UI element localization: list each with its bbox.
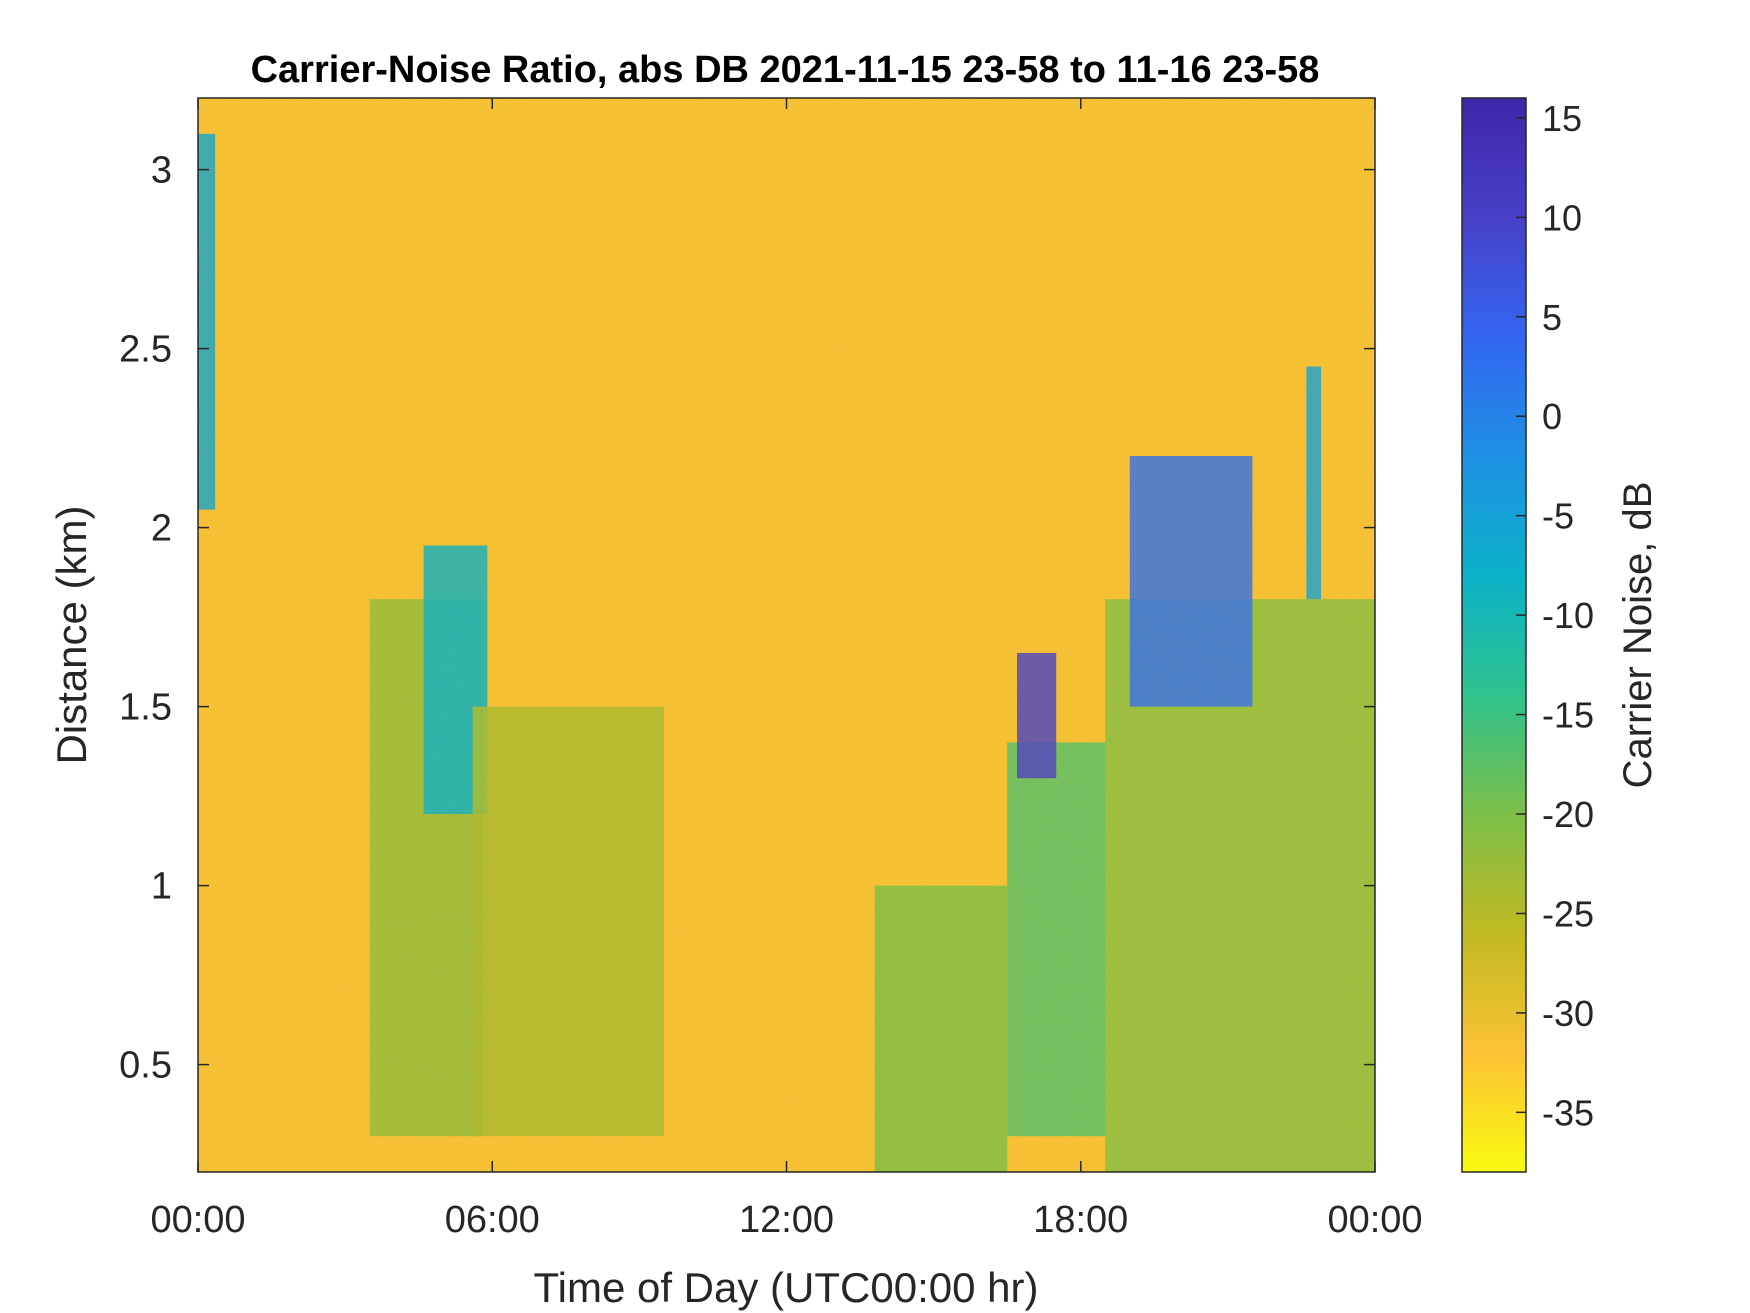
y-axis: 0.5 1 1.5 2 2.5 3 [119, 150, 1375, 1087]
y-tick-label: 1 [151, 866, 172, 908]
y-tick-label: 2.5 [119, 329, 172, 371]
colorbar: 15 10 5 0 -5 -10 -15 -20 -25 -30 -35 Carrier Noise… [1461, 97, 1660, 1173]
heatmap-noise-overlay [198, 98, 1375, 1172]
y-tick-label: 2 [151, 508, 172, 550]
x-tick-label: 18:00 [1033, 1199, 1128, 1241]
x-tick-label: 06:00 [445, 1199, 540, 1241]
y-tick-label: 0.5 [119, 1045, 172, 1087]
x-tick-label: 12:00 [739, 1199, 834, 1241]
colorbar-tick-label: -10 [1542, 595, 1594, 636]
y-tick-label: 1.5 [119, 687, 172, 729]
chart-title: Carrier-Noise Ratio, abs DB 2021-11-15 2… [251, 49, 1320, 91]
colorbar-ticks: 15 10 5 0 -5 -10 -15 -20 -25 -30 -35 [1516, 98, 1594, 1133]
x-tick-label: 00:00 [1327, 1199, 1422, 1241]
colorbar-tick-label: 0 [1542, 396, 1562, 437]
y-tick-label: 3 [151, 150, 172, 192]
colorbar-tick-label: -20 [1542, 794, 1594, 835]
colorbar-tick-label: -15 [1542, 695, 1594, 736]
x-tick-label: 00:00 [150, 1199, 245, 1241]
colorbar-label: Carrier Noise, dB [1616, 482, 1660, 789]
colorbar-fill [1461, 97, 1527, 1173]
y-axis-label: Distance (km) [48, 505, 95, 764]
colorbar-tick-label: 10 [1542, 197, 1582, 238]
x-axis-label: Time of Day (UTC00:00 hr) [534, 1264, 1039, 1311]
colorbar-tick-label: -35 [1542, 1092, 1594, 1133]
colorbar-tick-label: -30 [1542, 993, 1594, 1034]
colorbar-tick-label: -5 [1542, 496, 1574, 537]
colorbar-tick-label: 15 [1542, 98, 1582, 139]
x-axis: 00:00 06:00 12:00 18:00 00:00 [150, 98, 1423, 1241]
colorbar-tick-label: -25 [1542, 893, 1594, 934]
heatmap-plot-area [197, 97, 1376, 1173]
colorbar-tick-label: 5 [1542, 297, 1562, 338]
